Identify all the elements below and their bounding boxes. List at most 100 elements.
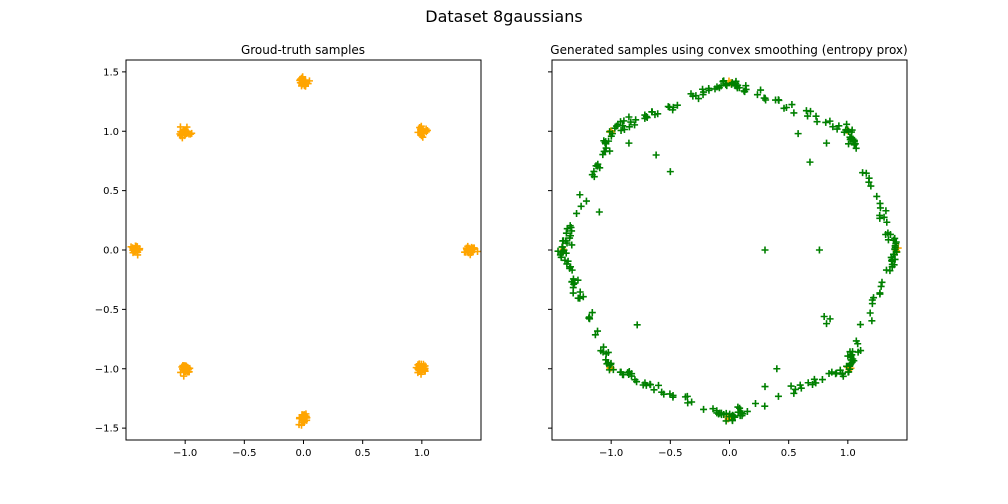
ground-truth-plot-frame	[125, 59, 482, 441]
generated-point	[566, 234, 574, 242]
generated-point	[616, 368, 624, 376]
generated-x-axis: −1.0 −0.5 0.0 0.5 1.0	[599, 440, 856, 459]
generated-point	[815, 246, 823, 254]
generated-point	[576, 191, 584, 199]
generated-point	[620, 125, 628, 133]
generated-point	[761, 383, 769, 391]
generated-point	[890, 261, 898, 269]
y-tick-label: −1.0	[95, 364, 119, 375]
x-tick-label: 0.0	[296, 448, 312, 459]
generated-point	[632, 116, 640, 124]
generated-point	[876, 214, 884, 222]
ground-truth-point	[417, 364, 425, 372]
generated-point	[562, 229, 570, 237]
ground-truth-point	[298, 81, 306, 89]
generated-point	[797, 384, 805, 392]
generated-point	[882, 207, 890, 215]
ground-truth-point	[180, 372, 188, 380]
ground-truth-point	[177, 132, 185, 140]
generated-point	[669, 106, 677, 114]
y-tick-label: −1.5	[95, 424, 119, 435]
generated-point	[625, 139, 633, 147]
ground-truth-point	[180, 362, 188, 370]
generated-point	[873, 192, 881, 200]
generated-point	[607, 132, 615, 140]
generated-point	[594, 160, 602, 168]
generated-point	[627, 118, 635, 126]
generated-point	[602, 356, 610, 364]
generated-point	[683, 392, 691, 400]
generated-point	[870, 294, 878, 302]
generated-point	[684, 399, 692, 407]
generated-point	[806, 158, 814, 166]
generated-points	[554, 77, 902, 425]
y-tick-label: 1.0	[103, 127, 119, 138]
generated-point	[563, 225, 571, 233]
generated-point	[741, 88, 749, 96]
generated-point	[867, 182, 875, 190]
x-tick-label: 1.0	[414, 448, 430, 459]
ground-truth-point	[461, 248, 469, 256]
generated-point	[882, 266, 890, 274]
generated-point	[625, 123, 633, 131]
generated-point	[877, 282, 885, 290]
generated-point	[840, 128, 848, 136]
generated-point	[812, 379, 820, 387]
ground-truth-point	[423, 126, 431, 134]
generated-point	[774, 392, 782, 400]
generated-point	[559, 237, 567, 245]
generated-point	[722, 417, 730, 425]
generated-point	[731, 413, 739, 421]
generated-point	[639, 381, 647, 389]
generated-point	[810, 375, 818, 383]
generated-point	[794, 130, 802, 138]
generated-point	[692, 92, 700, 100]
generated-point	[859, 169, 867, 177]
y-tick-label: 0.0	[103, 246, 119, 257]
generated-point	[788, 101, 796, 109]
generated-point	[628, 370, 636, 378]
generated-plot-frame	[551, 59, 908, 441]
generated-point	[558, 243, 566, 251]
generated-point	[733, 82, 741, 90]
generated-point	[757, 86, 765, 94]
generated-point	[832, 370, 840, 378]
generated-point	[566, 264, 574, 272]
generated-point	[829, 123, 837, 131]
generated-point	[820, 313, 828, 320]
generated-point	[669, 393, 677, 401]
generated-point	[845, 140, 853, 148]
generated-point	[856, 321, 864, 329]
generated-point	[868, 317, 876, 325]
x-tick-label: 0.0	[722, 448, 738, 459]
generated-point	[597, 347, 605, 355]
generated-point	[787, 382, 795, 390]
ground-truth-point	[186, 130, 194, 138]
generated-point	[880, 213, 888, 221]
generated-point	[717, 82, 725, 90]
generated-point	[652, 151, 660, 159]
ground-truth-points	[127, 73, 482, 429]
generated-point	[883, 218, 891, 226]
generated-point	[734, 403, 742, 411]
generated-point	[846, 365, 854, 373]
ground-truth-point	[469, 244, 477, 252]
generated-point	[641, 114, 649, 122]
generated-point	[732, 77, 740, 85]
generated-title: Generated samples using convex smoothing…	[550, 43, 907, 57]
generated-panel: Generated samples using convex smoothing…	[548, 43, 908, 459]
x-tick-label: −1.0	[173, 448, 197, 459]
generated-point	[557, 253, 565, 261]
generated-point	[602, 138, 610, 146]
generated-point	[826, 315, 834, 323]
generated-point	[588, 309, 596, 317]
generated-point	[611, 124, 619, 132]
generated-point	[590, 173, 598, 181]
ground-truth-point	[177, 368, 185, 376]
generated-point	[726, 410, 734, 418]
ground-truth-point	[296, 75, 304, 83]
generated-point	[823, 320, 831, 328]
generated-point	[579, 293, 587, 301]
generated-point	[804, 379, 812, 387]
